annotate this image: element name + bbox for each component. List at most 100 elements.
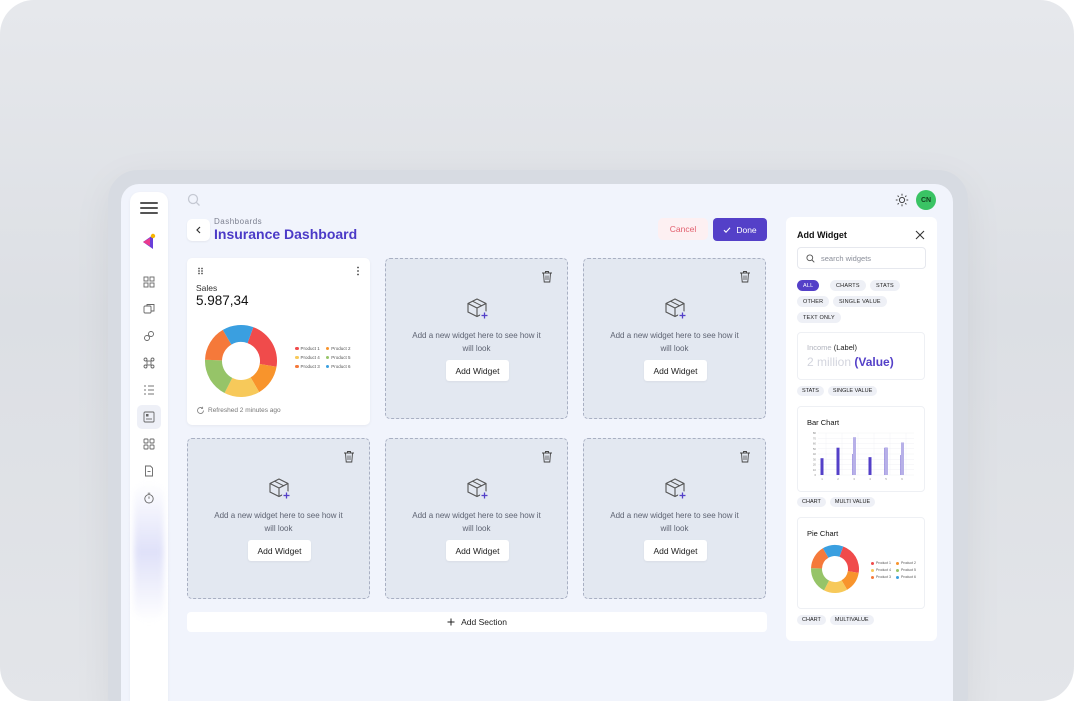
tag: STATS [797, 386, 824, 396]
stat-value: 2 million (Value) [807, 355, 894, 369]
search-input[interactable] [821, 253, 921, 263]
logo-icon [143, 233, 156, 249]
sidebar-item-link[interactable] [137, 324, 161, 348]
sales-slice-1 [247, 327, 277, 367]
y-tick-label: 20 [813, 463, 817, 467]
sales-legend-item: Product 4 [295, 355, 320, 360]
legend-swatch [295, 346, 299, 351]
legend-label: Product 2 [331, 346, 351, 351]
theme-toggle-icon[interactable] [895, 193, 909, 207]
mini-pie-slice-6 [822, 545, 844, 558]
sidebar-item-grid[interactable] [137, 432, 161, 456]
mini-pie-legend-item: Product 1 [871, 561, 891, 565]
sidebar-item-dashboard[interactable] [137, 270, 161, 294]
widget-placeholder: Add a new widget here to see how it will… [583, 258, 766, 419]
add-widget-button[interactable]: Add Widget [644, 540, 707, 561]
trash-icon[interactable] [343, 450, 355, 463]
legend-swatch [895, 561, 899, 565]
breadcrumb[interactable]: Dashboards [214, 217, 263, 226]
timer-icon [144, 492, 154, 504]
bar-1-4 [868, 457, 872, 475]
mini-pie-slice-3 [824, 580, 848, 593]
pie-chart-widget-option[interactable]: Pie Chart Product 1 Product 2 Product 4 Pro… [797, 517, 925, 609]
add-widget-button[interactable]: Add Widget [644, 360, 707, 381]
sales-legend-item: Product 2 [325, 346, 351, 351]
bar-1-1 [820, 458, 824, 475]
more-options-icon[interactable] [356, 266, 360, 276]
mini-pie-legend-item: Product 5 [895, 568, 916, 572]
pie-tags: CHART MULTIVALUE [797, 615, 874, 625]
sidebar-item-document[interactable] [137, 459, 161, 483]
back-button[interactable] [187, 219, 210, 241]
widget-placeholder: Add a new widget here to see how it will… [187, 438, 370, 599]
legend-swatch [295, 355, 299, 360]
search-icon[interactable] [187, 193, 201, 207]
chip-other[interactable]: OTHER [797, 296, 830, 307]
legend-label: Product 3 [876, 575, 891, 579]
refresh-icon[interactable] [196, 406, 205, 415]
bar-2-3 [853, 437, 856, 475]
widget-value: 5.987,34 [196, 293, 249, 308]
add-widget-button[interactable]: Add Widget [248, 540, 311, 561]
tag: CHART [797, 615, 826, 625]
bar-1-2 [836, 447, 840, 475]
add-widget-button[interactable]: Add Widget [446, 360, 509, 381]
done-button[interactable]: Done [713, 218, 767, 241]
close-icon[interactable] [915, 230, 925, 240]
placeholder-hint: Add a new widget here to see how it will… [412, 511, 541, 533]
nodes-icon [143, 357, 155, 369]
trash-icon[interactable] [541, 270, 553, 283]
legend-label: Product 4 [300, 355, 320, 360]
bar-chart-widget-option[interactable]: Bar Chart 80 70 60 50 40 30 20 10 0 1 2 3 4 5 6 [797, 406, 925, 492]
add-widget-panel: Add Widget ALL CHARTS STATS OTHER SINGLE… [786, 217, 937, 641]
placeholder-hint: Add a new widget here to see how it will… [214, 511, 343, 533]
drag-handle-icon[interactable] [197, 267, 205, 275]
sidebar-item-layers[interactable] [137, 297, 161, 321]
check-icon [723, 226, 731, 233]
add-section-button[interactable]: Add Section [187, 612, 767, 632]
chip-single-value[interactable]: SINGLE VALUE [833, 296, 887, 307]
app-screen: CN Dashboards Insurance Dashboard Cancel… [121, 184, 953, 701]
sidebar-item-timer[interactable] [137, 486, 161, 510]
sales-donut-chart [205, 325, 277, 397]
cancel-button[interactable]: Cancel [658, 218, 708, 240]
x-tick-label: 5 [885, 477, 887, 481]
sales-slice-5 [205, 329, 232, 361]
sidebar-glow [134, 482, 164, 622]
legend-swatch [325, 364, 330, 369]
chip-text-only[interactable]: TEXT ONLY [797, 312, 841, 323]
sidebar-item-nodes[interactable] [137, 351, 161, 375]
list-icon [144, 385, 154, 395]
tag: CHART [797, 497, 826, 507]
add-widget-box-icon [467, 298, 489, 320]
add-widget-button[interactable]: Add Widget [446, 540, 509, 561]
legend-swatch [871, 561, 874, 565]
document-icon [145, 465, 153, 477]
trash-icon[interactable] [541, 450, 553, 463]
x-tick-label: 4 [869, 477, 871, 481]
chip-all[interactable]: ALL [797, 280, 820, 291]
sidebar-item-report[interactable] [137, 405, 161, 429]
tag: MULTIVALUE [829, 615, 874, 625]
trash-icon[interactable] [739, 450, 751, 463]
stat-widget-option[interactable]: Income (Label) 2 million (Value) [797, 332, 925, 380]
trash-icon[interactable] [739, 270, 751, 283]
chip-charts[interactable]: CHARTS [830, 280, 866, 291]
legend-swatch [325, 355, 330, 360]
sales-legend-item: Product 3 [295, 364, 320, 369]
y-tick-label: 30 [813, 457, 817, 461]
avatar[interactable]: CN [916, 190, 936, 210]
mini-pie-legend-item: Product 3 [871, 575, 891, 579]
panel-title: Add Widget [797, 230, 847, 240]
widget-placeholder: Add a new widget here to see how it will… [385, 258, 568, 419]
menu-icon[interactable] [140, 202, 158, 214]
add-widget-box-icon [665, 478, 687, 500]
sales-legend-item: Product 1 [295, 346, 320, 351]
y-tick-label: 0 [814, 473, 816, 477]
sidebar-item-list[interactable] [137, 378, 161, 402]
grid-icon [143, 438, 155, 450]
mini-pie-slice-5 [811, 548, 829, 569]
mini-pie-legend-item: Product 2 [895, 561, 916, 565]
chip-stats[interactable]: STATS [870, 280, 900, 291]
placeholder-hint: Add a new widget here to see how it will… [610, 331, 739, 353]
